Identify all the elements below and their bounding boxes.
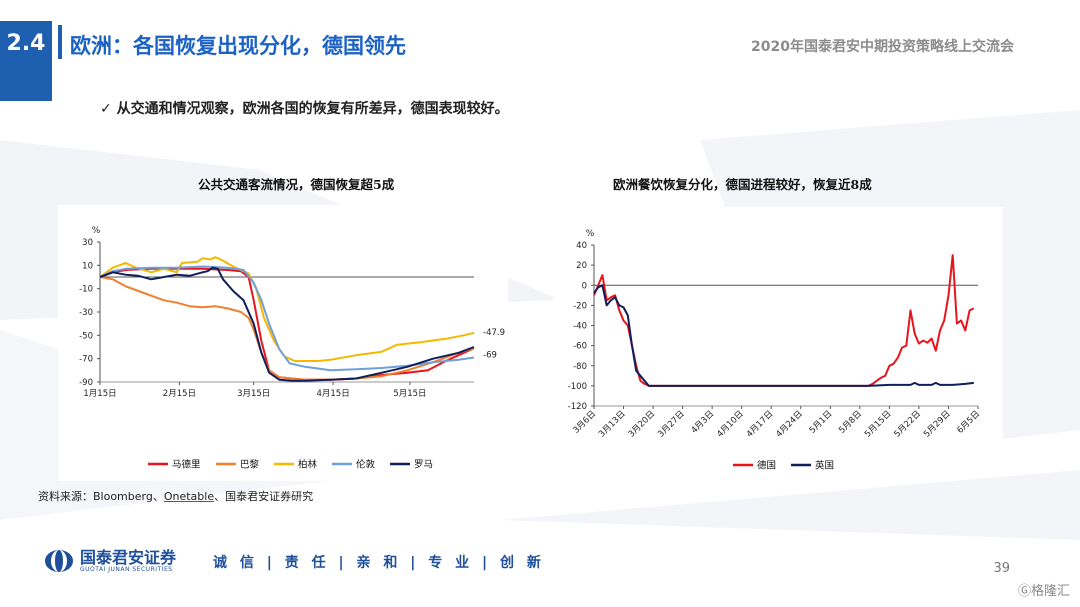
series-line-2 [99, 276, 475, 381]
source-prefix: 资料来源：Bloomberg、 [38, 490, 164, 503]
y-tick-label: 0 [582, 281, 587, 291]
bullet-point: ✓ 从交通和情况观察，欧洲各国的恢复有所差异，德国表现较好。 [100, 101, 509, 117]
page-title: 欧洲：各国恢复出现分化，德国领先 [70, 34, 406, 58]
y-tick-label: 10 [82, 261, 93, 271]
legend-label-1: 马德里 [172, 459, 201, 471]
source-suffix: 、国泰君安证券研究 [214, 490, 314, 503]
legend-label-4: 伦敦 [356, 459, 376, 471]
logo-text-cn: 国泰君安证券 [80, 547, 177, 567]
y-tick-label: -70 [79, 355, 93, 365]
series-line-5 [99, 266, 475, 382]
y-axis-unit: % [586, 229, 595, 239]
y-tick-label: -120 [568, 402, 587, 412]
y-tick-label: -30 [79, 308, 93, 318]
x-tick-label: 1月15日 [83, 389, 116, 399]
source-underlined: Onetable [163, 490, 215, 503]
x-tick-label: 5月15日 [393, 389, 426, 399]
company-motto: 诚 信 | 责 任 | 亲 和 | 专 业 | 创 新 [213, 555, 545, 571]
x-tick-label: 3月13日 [597, 409, 628, 440]
conference-title: 2020年国泰君安中期投资策略线上交流会 [751, 39, 1014, 55]
y-tick-label: 40 [576, 241, 587, 251]
x-tick-label: 5月8日 [837, 409, 864, 436]
x-tick-label: 6月5日 [955, 409, 982, 436]
series-line-2 [593, 284, 974, 387]
y-tick-label: -20 [573, 301, 587, 311]
page-number: 39 [993, 561, 1010, 576]
x-tick-label: 4月15日 [316, 389, 349, 399]
series-line-3 [99, 256, 475, 362]
series-line-4 [99, 265, 475, 372]
chart2-panel: % 40 20 0 -20 -40 -60 -80 -100 -120 3月6日 3月13日 3月20日… [553, 207, 1003, 477]
x-tick-label: 4月24日 [774, 409, 805, 440]
y-tick-label: -100 [568, 382, 587, 392]
logo-text-en: GUOTAI JUNAN SECURITIES [80, 565, 173, 573]
x-tick-label: 3月6日 [571, 409, 598, 436]
series-end-label: -69 [483, 351, 497, 361]
source-note: 资料来源：Bloomberg、Onetable、国泰君安证券研究 [38, 488, 313, 504]
chart2-plot: % 40 20 0 -20 -40 -60 -80 -100 -1203月6日3月13日3月20日… [568, 229, 982, 472]
y-tick-label: 30 [82, 238, 93, 248]
series-end-label: -47.9 [483, 328, 505, 338]
legend-label-3: 柏林 [298, 459, 318, 471]
legend-label-2: 巴黎 [240, 459, 260, 471]
x-tick-label: 5月22日 [892, 409, 923, 440]
x-tick-label: 5月15日 [863, 409, 894, 440]
series-line-1 [593, 254, 975, 387]
legend-label-1: 德国 [757, 460, 776, 472]
y-tick-label: 20 [576, 261, 587, 271]
y-tick-label: -90 [79, 378, 93, 388]
y-tick-label: -10 [79, 285, 93, 295]
legend-label-5: 罗马 [414, 460, 433, 471]
x-tick-label: 2月15日 [163, 389, 196, 399]
chart2-title: 欧洲餐饮恢复分化，德国进程较好，恢复近8成 [613, 177, 872, 192]
y-tick-label: -60 [573, 342, 587, 352]
y-tick-label: -40 [573, 322, 587, 332]
x-tick-label: 4月3日 [690, 409, 717, 436]
x-tick-label: 3月15日 [237, 389, 270, 399]
chart1-panel: % 30 10 -10 -30 -50 -70 -90 1月15日 2月15日 3月15日 4月15日… [58, 205, 508, 481]
logo-emblem-icon [45, 550, 73, 572]
company-logo: 国泰君安证券 GUOTAI JUNAN SECURITIES [44, 548, 176, 574]
watermark: Ⓖ格隆汇 [1017, 584, 1070, 599]
y-tick-label: -80 [573, 362, 587, 372]
x-tick-label: 5月1日 [808, 409, 835, 436]
chart1-title: 公共交通客流情况，德国恢复超5成 [198, 177, 395, 192]
legend-label-2: 英国 [815, 460, 834, 472]
y-axis-unit: % [92, 226, 101, 236]
y-tick-label: -50 [79, 331, 93, 341]
x-tick-label: 3月20日 [627, 409, 658, 440]
title-accent-bar [58, 25, 62, 59]
section-number-badge: 2.4 [0, 21, 52, 101]
x-tick-label: 3月27日 [656, 409, 687, 440]
x-tick-label: 4月10日 [715, 409, 746, 440]
x-tick-label: 4月17日 [745, 409, 776, 440]
x-tick-label: 5月29日 [922, 409, 953, 440]
